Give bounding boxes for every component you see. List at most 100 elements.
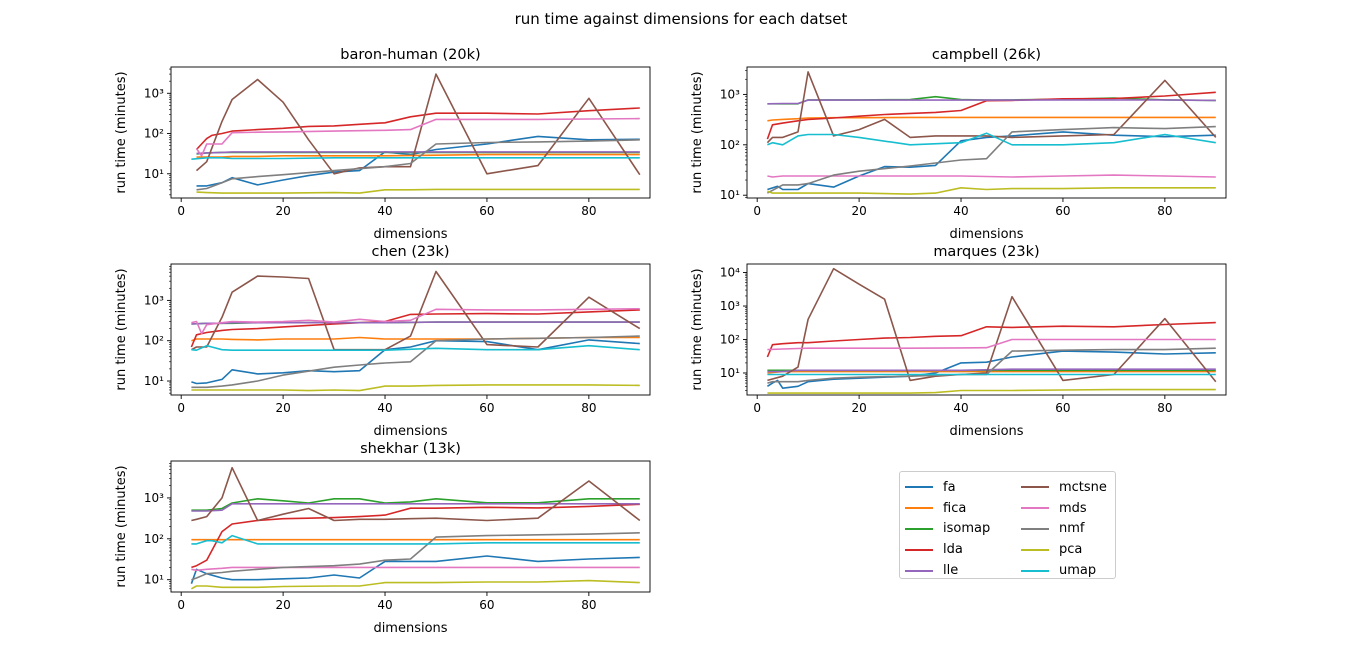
series-line-mds bbox=[767, 174, 1216, 178]
y-tick-label: 10¹ bbox=[144, 573, 164, 587]
y-tick-label: 10³ bbox=[720, 87, 740, 101]
x-axis-label: dimensions bbox=[949, 227, 1023, 242]
y-tick-label: 10³ bbox=[144, 491, 164, 505]
x-tick-label: 80 bbox=[1157, 401, 1172, 415]
series-line-nmf bbox=[767, 347, 1216, 384]
series-line-pca bbox=[767, 187, 1216, 195]
series-line-fica bbox=[767, 370, 1216, 374]
axes-frame bbox=[170, 66, 651, 199]
series-group bbox=[766, 267, 1217, 394]
series-line-pca bbox=[196, 188, 640, 194]
x-tick-label: 80 bbox=[581, 401, 596, 415]
x-tick-label: 0 bbox=[177, 401, 185, 415]
y-tick-label: 10¹ bbox=[144, 374, 164, 388]
y-axis-label: run time (minutes) bbox=[114, 71, 129, 193]
legend-item-pca: pca bbox=[1021, 539, 1107, 560]
series-line-lda bbox=[766, 91, 1216, 140]
series-line-fica bbox=[767, 116, 1216, 122]
x-tick-label: 80 bbox=[581, 598, 596, 612]
x-tick-label: 40 bbox=[953, 401, 968, 415]
legend-swatch-fica bbox=[905, 507, 933, 510]
y-tick-label: 10² bbox=[720, 333, 740, 347]
panel-chen-23k: 0 20 40 60 80 10¹ 10² 10³ chen (23k) dimensions ru… bbox=[114, 244, 651, 439]
series-line-mctsne bbox=[195, 73, 641, 176]
x-axis-label: dimensions bbox=[949, 424, 1023, 439]
legend-swatch-mds bbox=[1021, 507, 1049, 510]
y-tick-label: 10¹ bbox=[720, 188, 740, 202]
series-line-mctsne bbox=[767, 267, 1217, 383]
legend-label: pca bbox=[1059, 542, 1083, 558]
series-line-mctsne bbox=[191, 466, 641, 522]
y-tick-label: 10³ bbox=[144, 293, 164, 307]
legend-label: umap bbox=[1059, 563, 1097, 579]
x-axis-label: dimensions bbox=[373, 227, 447, 242]
panel-title: shekhar (13k) bbox=[360, 441, 461, 457]
x-tick-label: 20 bbox=[851, 204, 866, 218]
series-line-nmf bbox=[191, 532, 640, 581]
legend-item-nmf: nmf bbox=[1021, 519, 1107, 540]
series-line-lda bbox=[190, 309, 640, 348]
series-line-fa bbox=[767, 131, 1216, 191]
series-line-lda bbox=[195, 107, 640, 151]
series-line-pca bbox=[767, 388, 1216, 394]
legend: fa fica isomap lda lle mctsne mds nmf pc… bbox=[899, 471, 1116, 579]
y-tick-label: 10³ bbox=[144, 86, 164, 100]
x-tick-label: 20 bbox=[275, 401, 290, 415]
x-tick-label: 20 bbox=[275, 598, 290, 612]
legend-label: mds bbox=[1059, 500, 1087, 516]
y-tick-label: 10¹ bbox=[144, 167, 164, 181]
x-tick-label: 60 bbox=[479, 598, 494, 612]
y-tick-label: 10² bbox=[144, 532, 164, 546]
series-line-umap bbox=[767, 132, 1216, 146]
y-tick-label: 10⁴ bbox=[720, 266, 740, 280]
legend-swatch-mctsne bbox=[1021, 486, 1049, 489]
panel-title: marques (23k) bbox=[933, 244, 1039, 260]
series-line-fa bbox=[191, 339, 640, 385]
axes-frame bbox=[170, 263, 651, 396]
x-axis-label: dimensions bbox=[373, 424, 447, 439]
series-line-nmf bbox=[196, 139, 640, 191]
x-tick-label: 0 bbox=[753, 204, 761, 218]
y-tick-label: 10² bbox=[720, 138, 740, 152]
panel-baron-human-20k: 0 20 40 60 80 10¹ 10² 10³ baron-human (20k) dimen… bbox=[114, 47, 651, 242]
legend-item-fa: fa bbox=[905, 477, 990, 498]
series-line-mds bbox=[195, 117, 640, 157]
x-tick-label: 40 bbox=[953, 204, 968, 218]
series-line-nmf bbox=[767, 125, 1216, 194]
series-line-pca bbox=[191, 579, 640, 590]
legend-label: lda bbox=[943, 542, 963, 558]
legend-item-lda: lda bbox=[905, 539, 990, 560]
x-tick-label: 60 bbox=[479, 204, 494, 218]
x-tick-label: 80 bbox=[1157, 204, 1172, 218]
series-line-lle bbox=[767, 99, 1216, 105]
legend-swatch-fa bbox=[905, 486, 933, 489]
legend-swatch-pca bbox=[1021, 548, 1049, 551]
series-group bbox=[190, 270, 641, 392]
legend-item-mctsne: mctsne bbox=[1021, 477, 1107, 498]
figure-title: run time against dimensions for each dat… bbox=[515, 10, 848, 28]
series-line-fa bbox=[196, 135, 640, 187]
y-axis-label: run time (minutes) bbox=[690, 268, 705, 390]
legend-swatch-lle bbox=[905, 569, 933, 572]
series-line-umap bbox=[191, 157, 640, 160]
x-axis-label: dimensions bbox=[373, 621, 447, 636]
legend-swatch-lda bbox=[905, 548, 933, 551]
axes-frame bbox=[170, 460, 651, 593]
series-group bbox=[191, 73, 641, 194]
series-line-mctsne bbox=[766, 71, 1217, 144]
x-tick-label: 40 bbox=[377, 204, 392, 218]
legend-item-mds: mds bbox=[1021, 498, 1107, 519]
series-line-mds bbox=[191, 566, 640, 572]
y-axis-label: run time (minutes) bbox=[114, 465, 129, 587]
y-tick-label: 10¹ bbox=[720, 366, 740, 380]
series-line-isomap bbox=[191, 497, 640, 512]
panel-title: chen (23k) bbox=[371, 244, 449, 260]
series-line-mds bbox=[767, 338, 1216, 351]
x-tick-label: 20 bbox=[851, 401, 866, 415]
legend-swatch-umap bbox=[1021, 569, 1049, 572]
series-line-lle bbox=[767, 368, 1216, 373]
x-tick-label: 80 bbox=[581, 204, 596, 218]
y-tick-label: 10² bbox=[144, 127, 164, 141]
y-tick-label: 10² bbox=[144, 334, 164, 348]
x-tick-label: 60 bbox=[1055, 204, 1070, 218]
